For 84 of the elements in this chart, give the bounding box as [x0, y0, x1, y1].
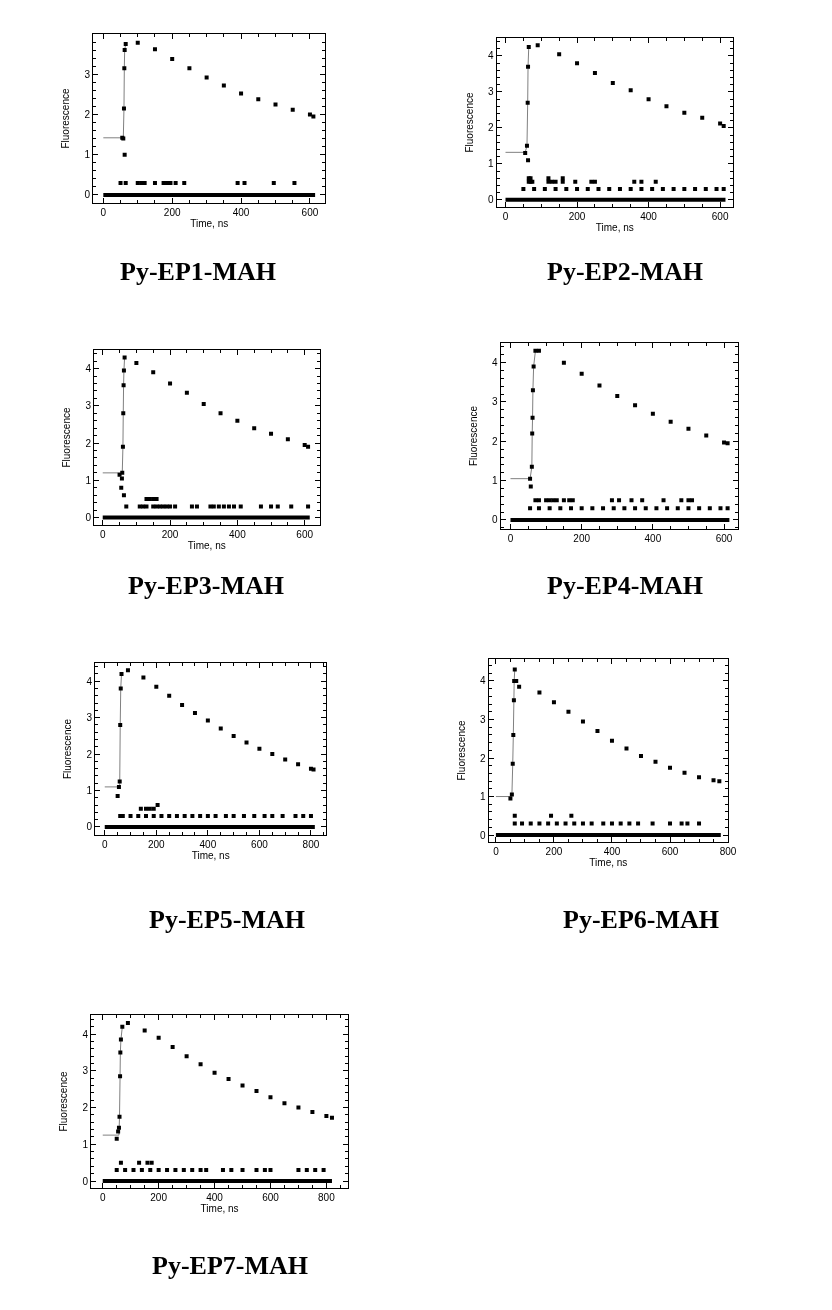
y-axis-title: Fluorescence — [60, 88, 72, 149]
x-tick-label: 400 — [644, 533, 662, 544]
x-tick-label: 200 — [147, 839, 166, 850]
y-tick-label: 0 — [480, 829, 487, 841]
x-tick-label: 200 — [161, 529, 179, 540]
x-tick-label: 400 — [229, 529, 247, 540]
y-tick-label: 1 — [480, 791, 487, 803]
x-tick-label: 600 — [296, 529, 314, 540]
y-tick-label: 2 — [488, 122, 495, 134]
x-tick-label: 400 — [232, 207, 250, 218]
y-tick-label: 3 — [488, 86, 495, 98]
y-tick-label: 0 — [84, 189, 91, 201]
x-tick-label: 0 — [100, 207, 107, 218]
text: Py-EP3-MAH — [128, 571, 284, 600]
y-tick-label: 4 — [488, 50, 495, 62]
y-axis-title: Fluorescence — [61, 407, 73, 468]
x-tick-label: 400 — [640, 211, 658, 222]
y-axis-title: Fluorescence — [456, 720, 468, 781]
text: Py-EP5-MAH — [149, 905, 305, 934]
y-tick-label: 1 — [84, 149, 91, 161]
x-tick-label: 600 — [661, 846, 679, 857]
x-axis-title: Time, ns — [595, 221, 634, 233]
x-axis-title: Time, ns — [200, 1203, 239, 1214]
x-axis-title: Time, ns — [187, 539, 226, 551]
x-tick-label: 600 — [301, 207, 319, 218]
y-tick-label: 3 — [84, 68, 91, 80]
y-tick-label: 4 — [82, 1028, 89, 1040]
x-tick-label: 400 — [206, 1192, 224, 1203]
y-tick-label: 4 — [491, 357, 498, 369]
text: Py-EP4-MAH — [547, 571, 703, 600]
y-tick-label: 3 — [86, 712, 93, 724]
y-tick-label: 1 — [85, 474, 92, 486]
x-tick-label: 0 — [99, 529, 106, 540]
y-tick-label: 3 — [491, 396, 498, 408]
y-tick-label: 2 — [86, 748, 93, 760]
y-tick-label: 0 — [85, 512, 92, 524]
x-tick-label: 400 — [603, 846, 621, 857]
x-tick-label: 800 — [318, 1192, 336, 1203]
x-tick-label: 0 — [101, 839, 108, 850]
text: Py-EP1-MAH — [120, 257, 276, 286]
x-tick-label: 200 — [163, 207, 181, 218]
y-tick-label: 0 — [82, 1175, 89, 1187]
x-tick-label: 800 — [719, 846, 737, 857]
y-tick-label: 2 — [480, 752, 487, 764]
y-axis-title: Fluorescence — [464, 92, 476, 153]
text: Py-EP6-MAH — [563, 905, 719, 934]
y-tick-label: 0 — [488, 194, 495, 206]
x-axis-title: Time, ns — [589, 857, 628, 868]
y-tick-label: 4 — [86, 675, 93, 687]
y-tick-label: 2 — [82, 1102, 89, 1114]
y-tick-label: 0 — [86, 821, 93, 833]
x-tick-label: 200 — [568, 211, 586, 222]
y-tick-label: 1 — [488, 158, 495, 170]
text: Py-EP2-MAH — [547, 257, 703, 286]
y-tick-label: 2 — [491, 435, 498, 447]
y-tick-label: 3 — [480, 713, 487, 725]
x-axis-title: Time, ns — [191, 850, 230, 861]
y-axis-title: Fluorescence — [62, 718, 74, 780]
x-tick-label: 200 — [545, 846, 563, 857]
y-tick-label: 1 — [82, 1138, 89, 1150]
x-tick-label: 600 — [715, 533, 733, 544]
x-tick-label: 0 — [502, 211, 509, 222]
x-tick-label: 0 — [507, 533, 514, 544]
x-tick-label: 0 — [99, 1192, 106, 1203]
y-tick-label: 2 — [85, 437, 92, 449]
y-tick-label: 0 — [491, 514, 498, 526]
y-tick-label: 4 — [85, 363, 92, 375]
y-axis-title: Fluorescence — [58, 1071, 70, 1132]
x-tick-label: 600 — [262, 1192, 280, 1203]
y-tick-label: 3 — [85, 400, 92, 412]
y-tick-label: 3 — [82, 1065, 89, 1077]
y-tick-label: 4 — [480, 675, 487, 687]
y-axis-title: Fluorescence — [467, 405, 479, 467]
x-tick-label: 600 — [711, 211, 729, 222]
x-axis-title: Time, ns — [190, 217, 229, 229]
y-tick-label: 1 — [491, 475, 498, 487]
y-tick-label: 1 — [86, 785, 93, 797]
x-tick-label: 400 — [199, 839, 217, 850]
x-tick-label: 200 — [150, 1192, 168, 1203]
x-tick-label: 800 — [302, 839, 320, 850]
y-tick-label: 2 — [84, 108, 91, 120]
text: Py-EP7-MAH — [152, 1251, 308, 1280]
x-tick-label: 200 — [573, 533, 591, 544]
x-tick-label: 600 — [251, 839, 269, 850]
